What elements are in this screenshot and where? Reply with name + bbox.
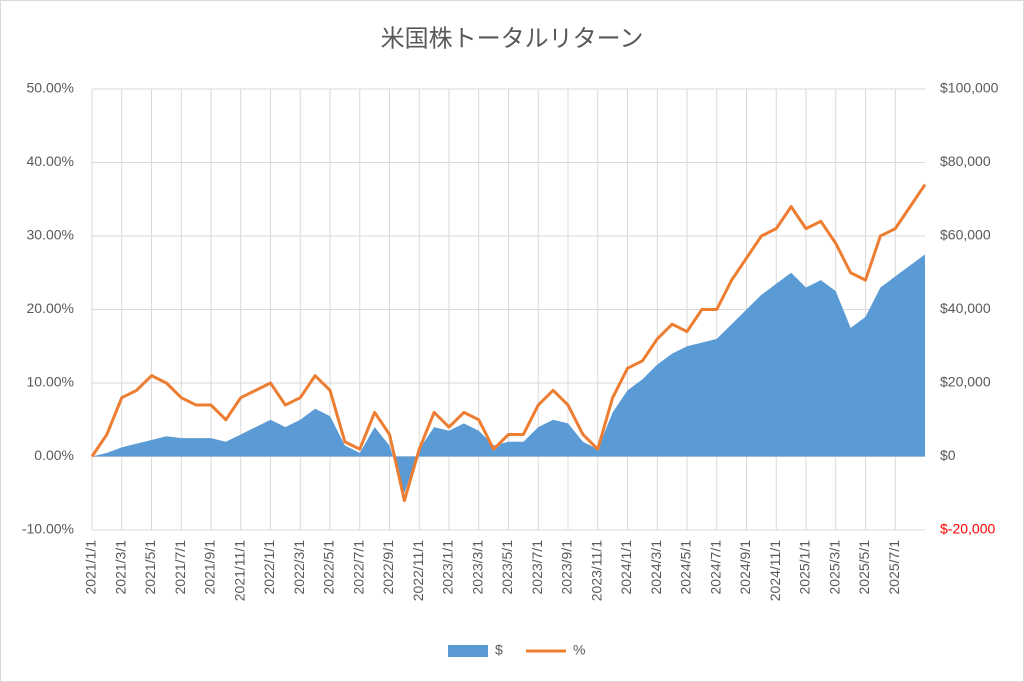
x-tick-label: 2025/5/1 — [856, 540, 872, 595]
x-tick-label: 2024/1/1 — [618, 540, 634, 595]
y2-tick-label: $100,000 — [940, 80, 999, 96]
y2-tick-label: $20,000 — [940, 374, 991, 390]
y-tick-label: 10.00% — [27, 374, 74, 390]
x-tick-label: 2021/11/1 — [231, 540, 247, 601]
x-tick-label: 2025/1/1 — [797, 540, 813, 595]
x-tick-label: 2024/5/1 — [678, 540, 694, 595]
x-tick-label: 2023/5/1 — [499, 540, 515, 595]
y2-tick-label: $80,000 — [940, 153, 991, 169]
x-tick-label: 2021/7/1 — [172, 540, 188, 595]
x-tick-label: 2025/3/1 — [826, 540, 842, 595]
y2-tick-label: $0 — [940, 447, 956, 463]
line — [90, 183, 927, 503]
x-tick-label: 2024/11/1 — [767, 540, 783, 601]
x-tick-label: 2023/1/1 — [440, 540, 456, 595]
y-tick-label: 30.00% — [27, 227, 74, 243]
y-tick-label: -10.00% — [22, 521, 74, 537]
legend-swatch — [448, 645, 488, 657]
chart-title: 米国株トータルリターン — [381, 25, 644, 52]
legend-label: % — [573, 642, 585, 658]
y2-tick-label: $60,000 — [940, 227, 991, 243]
x-tick-label: 2023/3/1 — [469, 540, 485, 595]
x-tick-label: 2022/11/1 — [410, 540, 426, 601]
x-tick-label: 2021/9/1 — [202, 540, 218, 595]
x-tick-label: 2024/3/1 — [648, 540, 664, 595]
x-tick-label: 2022/9/1 — [380, 540, 396, 595]
x-tick-label: 2024/7/1 — [707, 540, 723, 595]
x-tick-label: 2023/11/1 — [588, 540, 604, 601]
y2-tick-label: $40,000 — [940, 300, 991, 316]
x-tick-label: 2022/1/1 — [261, 540, 277, 595]
y2-tick-label: $-20,000 — [940, 521, 995, 537]
x-tick-label: 2023/9/1 — [559, 540, 575, 595]
x-tick-label: 2021/1/1 — [83, 540, 99, 595]
x-tick-label: 2022/7/1 — [350, 540, 366, 595]
x-tick-label: 2022/3/1 — [291, 540, 307, 595]
legend-label: $ — [495, 642, 503, 658]
y-tick-label: 0.00% — [34, 447, 74, 463]
y-tick-label: 40.00% — [27, 153, 74, 169]
x-tick-label: 2021/3/1 — [112, 540, 128, 595]
x-tick-label: 2023/7/1 — [529, 540, 545, 595]
x-tick-label: 2022/5/1 — [321, 540, 337, 595]
area — [92, 254, 925, 494]
x-tick-label: 2025/7/1 — [886, 540, 902, 595]
x-tick-label: 2024/9/1 — [737, 540, 753, 595]
x-tick-label: 2021/5/1 — [142, 540, 158, 595]
y-tick-label: 20.00% — [27, 300, 74, 316]
y-tick-label: 50.00% — [27, 80, 74, 96]
